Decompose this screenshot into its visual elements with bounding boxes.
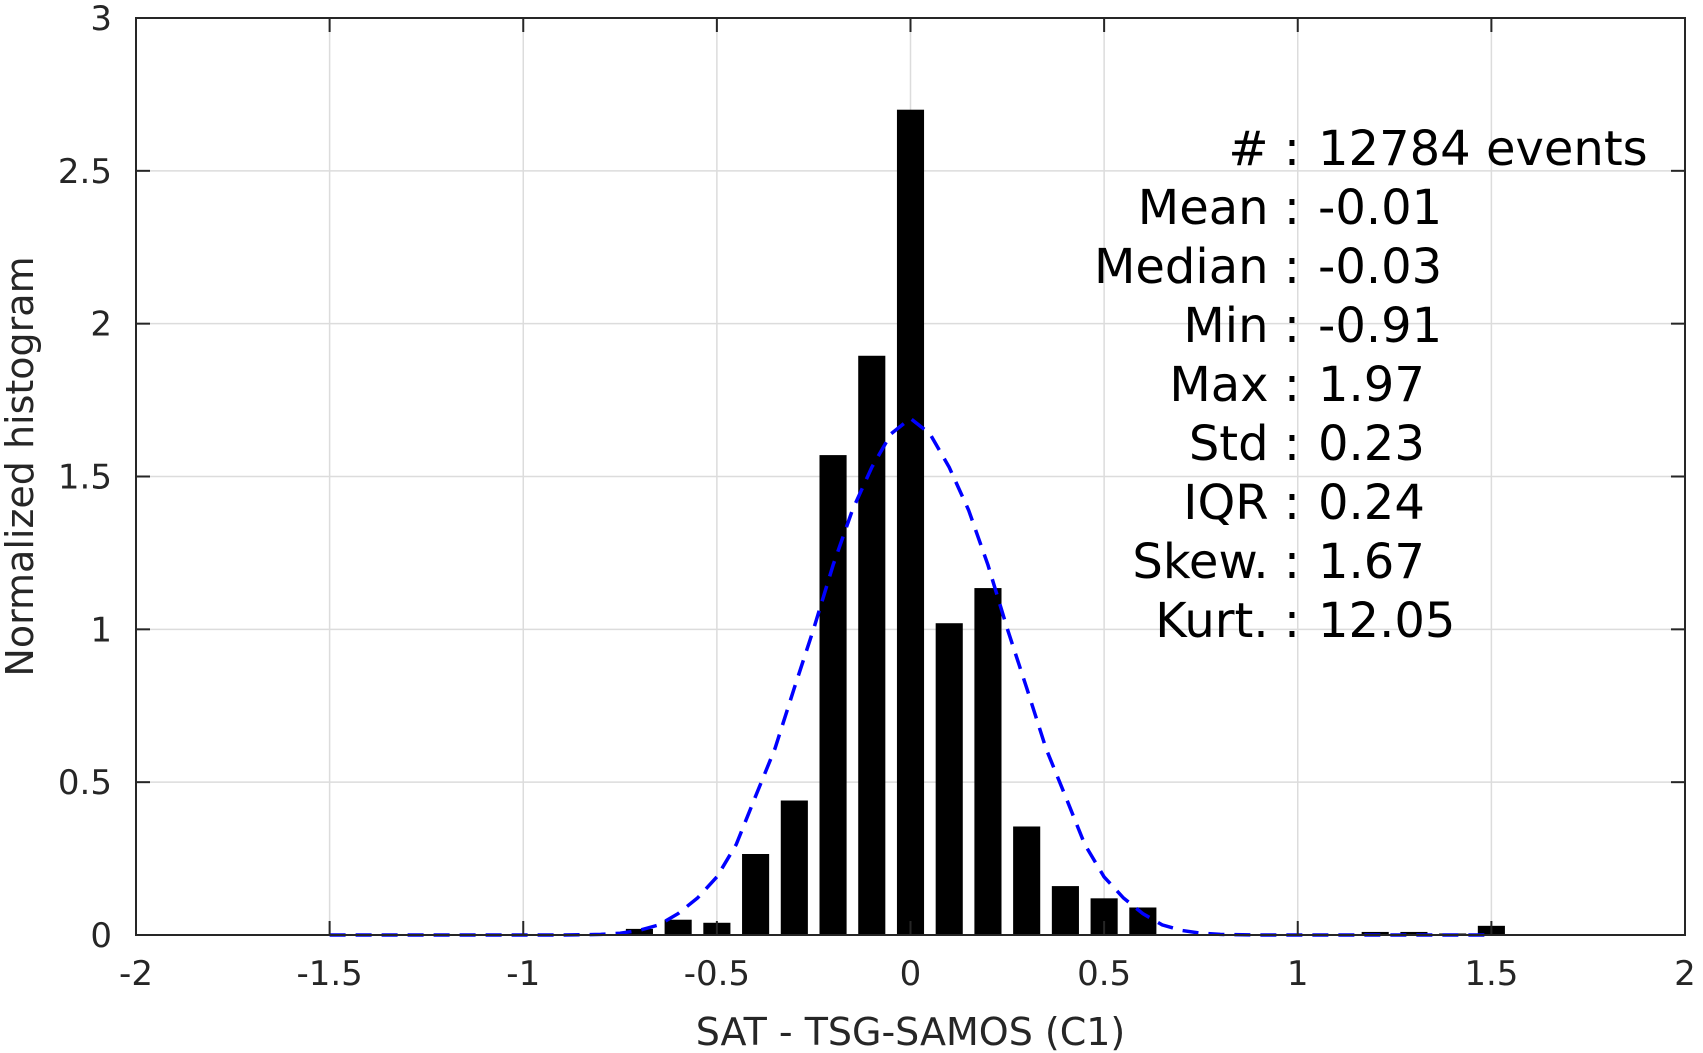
x-tick-label: 1 <box>1287 954 1309 994</box>
stat-label: Median : <box>1094 239 1300 295</box>
y-axis-title: Normalized histogram <box>0 256 42 676</box>
y-tick-label: 3 <box>90 0 112 39</box>
x-axis-title: SAT - TSG-SAMOS (C1) <box>696 1010 1126 1053</box>
histogram-bar <box>935 623 963 935</box>
stat-value: 0.24 <box>1318 475 1425 531</box>
x-tick-label: 0.5 <box>1077 954 1131 994</box>
y-tick-label: 2.5 <box>58 152 112 192</box>
stat-label: Max : <box>1169 357 1300 413</box>
histogram-bar <box>625 928 653 935</box>
x-tick-label: -0.5 <box>684 954 750 994</box>
histogram-bars <box>587 109 1505 935</box>
histogram-bar <box>896 109 925 935</box>
stat-value: 0.23 <box>1318 416 1425 472</box>
histogram-bar <box>974 588 1002 935</box>
stat-value: -0.91 <box>1318 298 1442 354</box>
y-tick-label: 0.5 <box>58 763 112 803</box>
stat-label: Std : <box>1189 416 1300 472</box>
histogram-bar <box>858 355 886 935</box>
histogram-bar <box>780 800 808 935</box>
y-tick-label: 0 <box>90 916 112 956</box>
stat-label: Kurt. : <box>1155 593 1300 649</box>
y-axis-ticks: 0 0.5 1 1.5 2 2.5 3 <box>58 0 1685 956</box>
stat-value: -0.01 <box>1318 180 1442 236</box>
stat-value: 1.97 <box>1318 357 1425 413</box>
stat-label: Skew. : <box>1132 534 1300 590</box>
histogram-bar <box>742 853 770 935</box>
x-tick-label: -1 <box>506 954 540 994</box>
statistics-annotation: # : 12784 events Mean : -0.01 Median : -0.03 M… <box>1094 121 1648 649</box>
x-tick-label: 2 <box>1674 954 1696 994</box>
histogram-bar <box>1400 931 1428 935</box>
stat-label: Mean : <box>1138 180 1300 236</box>
stat-value: 1.67 <box>1318 534 1425 590</box>
stat-label: # : <box>1228 121 1300 177</box>
stat-value: 12.05 <box>1318 593 1455 649</box>
y-tick-label: 1.5 <box>58 458 112 498</box>
x-tick-label: 0 <box>900 954 922 994</box>
histogram-bar <box>1051 886 1079 935</box>
stat-label: Min : <box>1183 298 1300 354</box>
x-tick-label: 1.5 <box>1464 954 1518 994</box>
y-tick-label: 2 <box>90 305 112 345</box>
histogram-bar <box>819 455 847 935</box>
y-tick-label: 1 <box>90 610 112 650</box>
stat-label: IQR : <box>1183 475 1300 531</box>
stat-value: 12784 events <box>1318 121 1648 177</box>
stat-value: -0.03 <box>1318 239 1442 295</box>
histogram-bar <box>1013 826 1041 935</box>
histogram-bar <box>664 919 692 935</box>
x-axis-ticks: -2 -1.5 -1 -0.5 0 0.5 1 1.5 2 <box>119 18 1696 994</box>
x-tick-label: -1.5 <box>296 954 362 994</box>
x-tick-label: -2 <box>119 954 153 994</box>
